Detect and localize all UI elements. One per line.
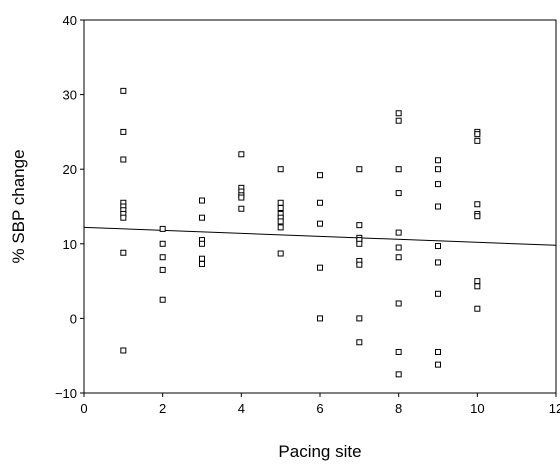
data-point: [435, 361, 441, 368]
data-point: [120, 128, 127, 135]
data-point: [395, 190, 402, 197]
y-axis-title: % SBP change: [9, 149, 28, 263]
data-point: [277, 204, 284, 211]
data-point: [199, 255, 205, 262]
data-point: [395, 244, 402, 251]
y-tick-label: −10: [55, 386, 77, 401]
data-point: [317, 264, 323, 271]
x-axis-ticks: 0 2 4 6 8 10 12: [80, 393, 560, 416]
data-point: [474, 283, 481, 290]
data-point: [435, 157, 441, 164]
y-tick-label: 30: [63, 88, 77, 103]
data-point: [356, 222, 363, 229]
data-point: [199, 240, 205, 247]
data-point: [120, 87, 127, 94]
data-point: [356, 315, 363, 322]
data-points: [120, 87, 481, 378]
data-point: [356, 240, 363, 247]
data-point: [395, 229, 402, 236]
y-tick-label: 10: [63, 237, 77, 252]
data-point: [277, 199, 284, 206]
data-point: [356, 339, 363, 346]
data-point: [356, 261, 363, 268]
data-point: [159, 225, 166, 232]
x-tick-label: 0: [80, 401, 87, 416]
data-point: [317, 220, 323, 227]
data-point: [474, 131, 481, 138]
data-point: [435, 243, 441, 250]
data-point: [159, 240, 166, 247]
y-tick-label: 0: [70, 311, 77, 326]
data-point: [474, 201, 481, 208]
data-point: [317, 315, 323, 322]
data-point: [395, 110, 402, 117]
data-point: [159, 266, 166, 273]
x-tick-label: 2: [159, 401, 166, 416]
data-point: [435, 290, 441, 297]
data-point: [395, 300, 402, 307]
x-tick-label: 8: [395, 401, 402, 416]
data-point: [238, 194, 245, 201]
data-point: [435, 181, 441, 188]
data-point: [395, 371, 402, 378]
data-point: [356, 166, 363, 173]
data-point: [395, 254, 402, 261]
x-axis-title: Pacing site: [278, 442, 361, 461]
x-tick-label: 4: [238, 401, 245, 416]
data-point: [159, 254, 166, 261]
data-point: [435, 348, 441, 355]
x-tick-label: 10: [470, 401, 484, 416]
data-point: [277, 218, 284, 225]
data-point: [120, 156, 127, 163]
data-point: [474, 305, 481, 312]
x-tick-label: 12: [549, 401, 560, 416]
data-point: [277, 250, 284, 257]
data-point: [317, 172, 323, 179]
data-point: [395, 117, 402, 124]
data-point: [317, 199, 323, 206]
y-tick-label: 40: [63, 13, 77, 28]
data-point: [277, 166, 284, 173]
data-point: [120, 249, 127, 256]
data-point: [474, 137, 481, 144]
data-point: [435, 203, 441, 210]
x-tick-label: 6: [316, 401, 323, 416]
data-point: [395, 166, 402, 173]
data-point: [199, 260, 205, 267]
y-tick-label: 20: [63, 162, 77, 177]
data-point: [120, 347, 127, 354]
y-axis-ticks: −10 0 10 20 30 40: [55, 13, 84, 401]
data-point: [277, 224, 284, 231]
data-point: [199, 214, 205, 221]
data-point: [159, 296, 166, 303]
data-point: [120, 214, 127, 221]
data-point: [395, 348, 402, 355]
data-point: [474, 213, 481, 220]
data-point: [238, 151, 245, 158]
data-point: [199, 197, 205, 204]
data-point: [435, 166, 441, 173]
data-point: [435, 259, 441, 266]
data-point: [474, 278, 481, 285]
data-point: [238, 205, 245, 212]
